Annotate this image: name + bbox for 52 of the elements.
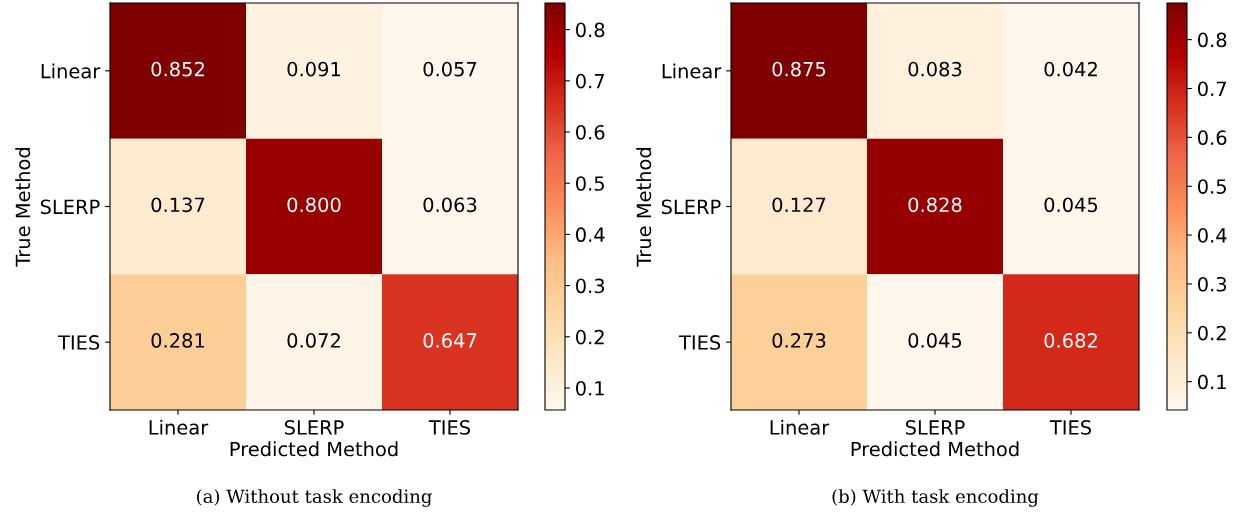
data-label: 0.057 bbox=[423, 61, 477, 77]
data-label: 0.063 bbox=[423, 197, 477, 213]
x-tick-label: TIES bbox=[428, 420, 471, 435]
y-axis-title: True Method bbox=[15, 148, 31, 267]
data-label: 0.137 bbox=[151, 197, 205, 213]
data-label: 0.273 bbox=[772, 333, 826, 348]
color-bar-label: 0.1 bbox=[576, 380, 604, 396]
data-label: 0.875 bbox=[772, 61, 826, 77]
color-bar-label: 0.2 bbox=[1198, 325, 1226, 341]
color-bar-label: 0.5 bbox=[1198, 179, 1226, 194]
data-label: 0.852 bbox=[151, 61, 204, 77]
text: (b) With task encoding bbox=[832, 489, 1039, 507]
y-tick-label: TIES bbox=[678, 335, 721, 350]
color-bar-label: 0.8 bbox=[1198, 32, 1227, 48]
color-bar-label: 0.7 bbox=[1198, 81, 1226, 97]
color-bar-label: 0.4 bbox=[576, 227, 605, 243]
data-label: 0.091 bbox=[287, 61, 341, 77]
data-label: 0.045 bbox=[908, 333, 962, 348]
color-bar-label: 0.4 bbox=[1198, 228, 1227, 243]
color-bar-label: 0.2 bbox=[576, 329, 604, 345]
text: (a) Without task encoding bbox=[197, 489, 432, 507]
data-label: 0.045 bbox=[1044, 197, 1098, 213]
data-label: 0.800 bbox=[287, 197, 341, 213]
y-tick-label: SLERP bbox=[40, 199, 100, 215]
x-tick-label: Linear bbox=[770, 419, 830, 435]
data-label: 0.682 bbox=[1044, 333, 1097, 348]
data-label: 0.647 bbox=[423, 333, 477, 348]
data-label: 0.072 bbox=[287, 333, 340, 348]
x-axis-title: Predicted Method bbox=[851, 441, 1019, 457]
y-tick-label: TIES bbox=[57, 335, 100, 350]
x-tick-label: SLERP bbox=[905, 420, 965, 435]
color-bar-label: 0.3 bbox=[1198, 276, 1227, 292]
color-bar-label: 0.6 bbox=[1198, 130, 1227, 146]
x-tick-label: Linear bbox=[149, 419, 209, 435]
color-bar-label: 0.5 bbox=[576, 176, 604, 191]
color-bar-label: 0.7 bbox=[576, 73, 604, 89]
color-bar-label: 0.8 bbox=[576, 22, 605, 38]
y-tick-label: SLERP bbox=[661, 199, 721, 215]
data-label: 0.042 bbox=[1044, 61, 1097, 77]
color-bar-label: 0.1 bbox=[1198, 374, 1226, 390]
y-tick-label: Linear bbox=[41, 63, 101, 79]
y-axis-title: True Method bbox=[636, 148, 652, 267]
data-label: 0.828 bbox=[908, 197, 962, 213]
color-bar-label: 0.3 bbox=[576, 278, 605, 294]
y-tick-label: Linear bbox=[662, 63, 722, 79]
data-label: 0.127 bbox=[772, 197, 826, 213]
color-bar-label: 0.6 bbox=[576, 124, 605, 140]
x-axis-title: Predicted Method bbox=[230, 441, 398, 457]
data-label: 0.281 bbox=[151, 333, 205, 348]
data-label: 0.083 bbox=[908, 61, 962, 77]
x-tick-label: SLERP bbox=[284, 420, 344, 435]
x-tick-label: TIES bbox=[1049, 420, 1092, 435]
